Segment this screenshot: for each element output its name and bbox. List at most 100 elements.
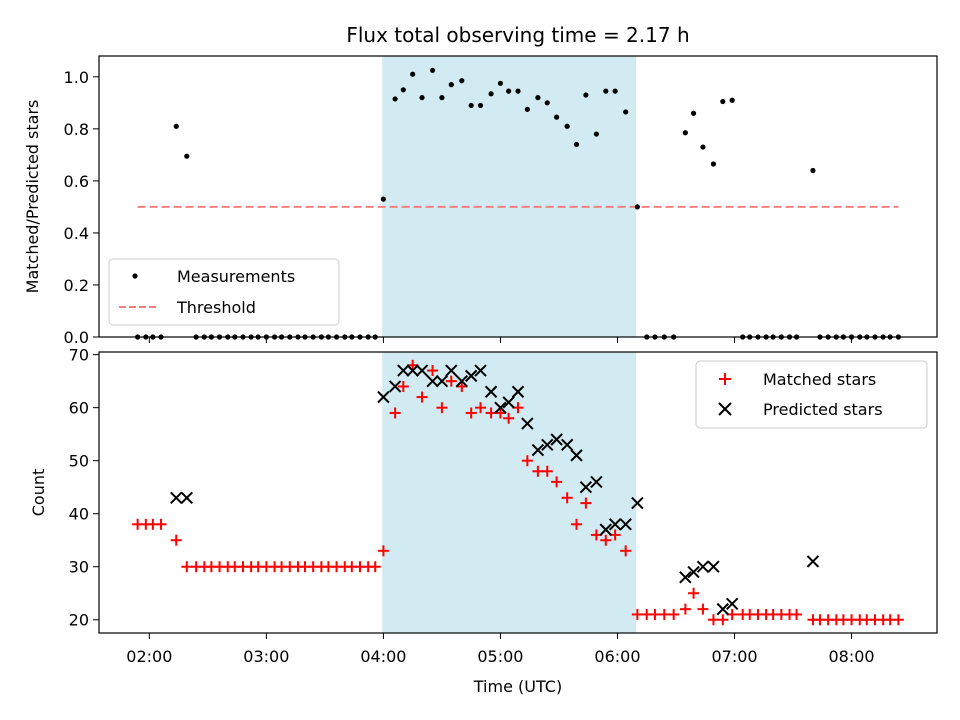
predicted-star-point [494, 401, 507, 414]
predicted-star-point [502, 396, 515, 409]
predicted-star-point [599, 523, 612, 536]
legend-predicted-label: Predicted stars [763, 400, 883, 419]
measurement-point [720, 98, 726, 105]
bottom-y-tick-label: 30 [69, 558, 89, 577]
legend-threshold-label: Threshold [176, 298, 256, 317]
measurement-point [700, 144, 706, 150]
matched-star-point [416, 391, 428, 403]
predicted-star-point [679, 571, 692, 584]
top-axes-frame [98, 55, 938, 338]
predicted-star-point [531, 443, 545, 457]
predicted-star-point [464, 369, 478, 383]
matched-star-point [620, 545, 632, 557]
predicted-star-point [377, 390, 390, 404]
predicted-star-point [455, 374, 469, 388]
top-y-tick-label: 0.0 [64, 328, 89, 347]
predicted-star-point [406, 364, 419, 377]
x-tick-label: 04:00 [360, 647, 406, 666]
measurement-point [729, 97, 735, 103]
legend-measurements-marker [132, 273, 138, 279]
predicted-star-point [725, 597, 739, 611]
matched-star-point [649, 608, 661, 620]
x-tick-label: 08:00 [829, 647, 875, 666]
matched-star-point [427, 365, 439, 377]
matched-star-point [631, 608, 643, 620]
x-tick-label: 05:00 [477, 647, 523, 666]
bottom-y-tick-label: 40 [69, 505, 89, 524]
measurement-point [410, 71, 416, 77]
measurement-point [593, 131, 600, 137]
predicted-star-point [579, 480, 593, 494]
matched-star-point [532, 465, 544, 477]
matched-star-point [697, 603, 709, 615]
matched-star-point [377, 545, 389, 557]
measurement-point [448, 82, 454, 88]
measurement-point [419, 95, 425, 101]
measurement-point [497, 80, 504, 86]
chart-title: Flux total observing time = 2.17 h [346, 23, 689, 47]
measurement-point [554, 114, 560, 120]
bottom-y-tick-label: 20 [69, 611, 89, 630]
measurement-point [583, 92, 589, 98]
measurement-point [612, 88, 618, 94]
measurement-point [623, 109, 629, 115]
predicted-star-point [590, 475, 603, 489]
top-legend: Measurements Threshold [108, 258, 340, 326]
top-y-tick-label: 0.2 [64, 276, 89, 295]
measurement-point [173, 123, 179, 129]
matched-star-point [521, 455, 533, 467]
predicted-star-point [687, 565, 700, 579]
bottom-y-tick-label: 70 [69, 346, 89, 365]
bottom-y-tick-label: 60 [69, 399, 89, 418]
matched-star-point [389, 407, 401, 419]
predicted-star-point [397, 364, 410, 377]
legend-measurements-label: Measurements [177, 267, 295, 286]
measurement-point [710, 161, 717, 167]
top-panel: 0.0 0.2 0.4 0.6 0.8 1.0 Matched/Predicted sta… [23, 55, 938, 347]
predicted-star-point [541, 438, 554, 451]
matched-star-point [679, 603, 691, 615]
measurement-point [634, 204, 640, 210]
measurement-point [515, 88, 521, 94]
measurement-point [459, 78, 465, 84]
measurement-point [564, 123, 570, 129]
x-tick-label: 03:00 [243, 647, 289, 666]
bottom-legend: Matched stars Predicted stars [695, 360, 928, 429]
predicted-star-point [445, 364, 458, 377]
measurement-point [429, 67, 436, 73]
measurement-point [488, 91, 494, 97]
predicted-star-point [170, 491, 183, 505]
bottom-y-tick-label: 50 [69, 452, 89, 471]
matched-star-point [561, 492, 573, 504]
predicted-star-point [716, 602, 730, 616]
predicted-star-point [474, 364, 487, 377]
top-y-tick-label: 0.8 [64, 120, 89, 139]
matched-star-point [707, 614, 719, 626]
matched-star-point [503, 412, 515, 424]
x-tick-label: 06:00 [594, 647, 640, 666]
predicted-star-point [511, 385, 525, 398]
predicted-star-point [631, 496, 644, 510]
measurement-point [573, 141, 580, 148]
predicted-star-point [415, 364, 429, 377]
top-y-tick-label: 0.4 [64, 224, 89, 243]
matched-star-point [465, 407, 477, 419]
measurement-point [392, 96, 398, 102]
measurement-point [810, 167, 816, 174]
top-y-tick-label: 0.6 [64, 172, 89, 191]
measurement-point [439, 95, 445, 101]
measurement-point [535, 95, 541, 101]
matched-star-point [369, 561, 381, 573]
matched-star-point [571, 518, 583, 530]
measurement-point [544, 100, 550, 106]
matched-star-point [494, 407, 506, 419]
matched-star-point [580, 497, 592, 509]
matched-star-point [181, 561, 193, 573]
measurement-point [477, 102, 484, 109]
matched-star-point [155, 518, 167, 530]
matched-star-point [397, 380, 409, 392]
bottom-y-axis-label: Count [29, 469, 48, 517]
predicted-star-point [707, 560, 720, 573]
bottom-highlight-span [382, 352, 637, 633]
matched-star-point [551, 476, 563, 488]
